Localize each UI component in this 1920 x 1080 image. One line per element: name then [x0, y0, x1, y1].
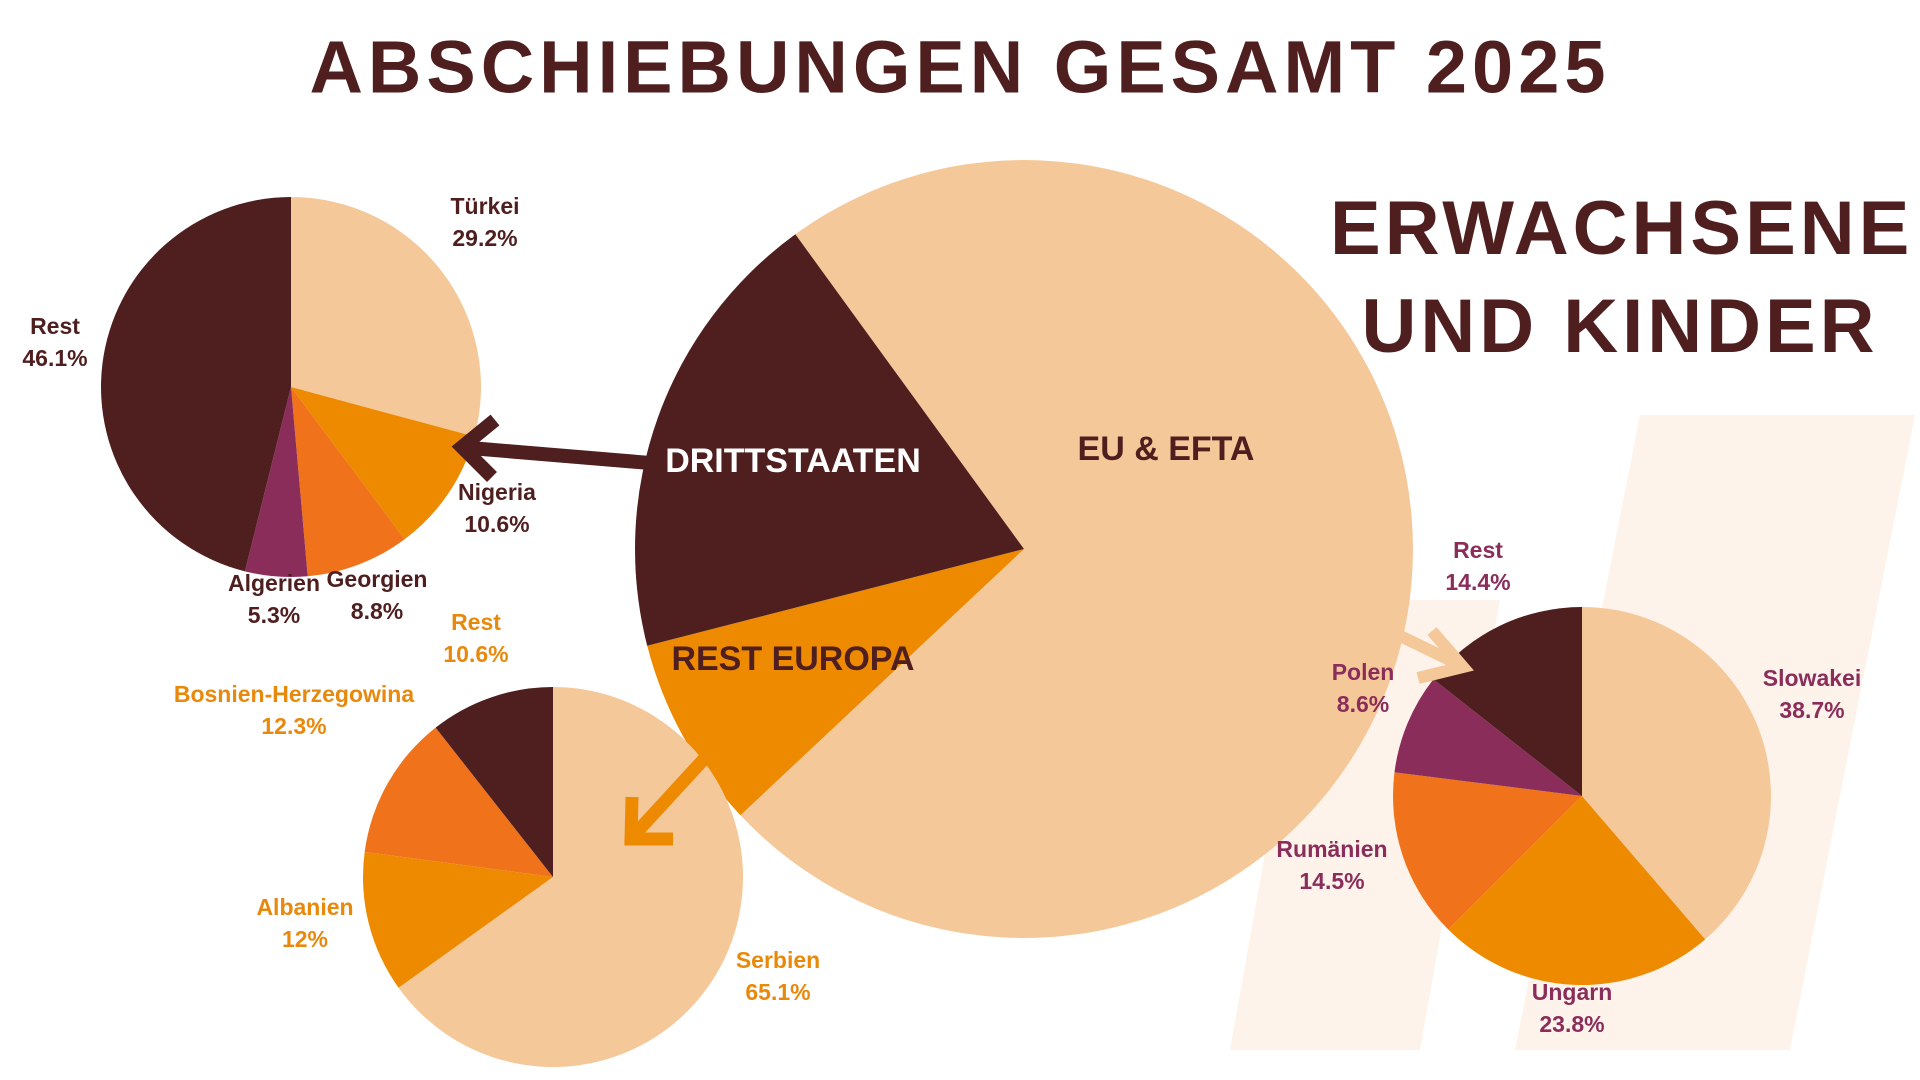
pie-slice: [398, 687, 744, 1068]
pie-slice: [1448, 796, 1706, 985]
slice-label: Serbien: [736, 947, 820, 973]
value-label: 5.3%: [248, 602, 300, 628]
value-label: 8.8%: [351, 598, 403, 624]
pie-slice: [1394, 679, 1582, 796]
value-label: 65.1%: [745, 979, 810, 1005]
slice-label: Slowakei: [1763, 665, 1861, 691]
pie-slice: [647, 549, 1024, 816]
slice-label: Rest: [451, 609, 501, 635]
pie-slice: [740, 160, 1413, 938]
pie-slice: [435, 687, 553, 877]
arrow-shaft: [469, 441, 651, 470]
pie-slice: [244, 387, 308, 577]
slice-label: Nigeria: [458, 479, 536, 505]
arrow-head: [624, 796, 673, 846]
arrow-head: [1416, 627, 1474, 684]
slice-label: REST EUROPA: [671, 640, 914, 678]
slice-label: Albanien: [256, 894, 353, 920]
value-label: 12%: [282, 926, 328, 952]
value-label: 14.5%: [1299, 868, 1364, 894]
arrows: [451, 414, 1474, 846]
pie-slice: [291, 387, 405, 577]
slice-label: Algerien: [228, 570, 320, 596]
pie-slice: [291, 387, 475, 540]
slice-label: Georgien: [327, 566, 428, 592]
slice-label: Ungarn: [1532, 979, 1613, 1005]
value-label: 14.4%: [1445, 569, 1510, 595]
pie-slice: [1582, 607, 1771, 940]
arrow-shaft: [1387, 625, 1461, 670]
pie-slice: [291, 197, 482, 437]
arrow-shaft: [631, 754, 709, 838]
value-label: 10.6%: [464, 511, 529, 537]
slice-label: Türkei: [450, 193, 519, 219]
value-label: 23.8%: [1539, 1011, 1604, 1037]
pies: EU & EFTA REST EUROPA DRITTSTAATEN Türkei 29…: [22, 160, 1861, 1068]
subtitle: ERWACHSENE UND KINDER: [1330, 186, 1914, 369]
pie-slice: [363, 852, 553, 988]
value-label: 12.3%: [261, 713, 326, 739]
slice-label: EU & EFTA: [1078, 430, 1255, 468]
slice-label: DRITTSTAATEN: [665, 442, 921, 480]
pie-slice: [1393, 772, 1582, 930]
pie-slice: [1433, 607, 1582, 796]
value-label: 8.6%: [1337, 691, 1389, 717]
value-label: 29.2%: [452, 225, 517, 251]
chart-title: ABSCHIEBUNGEN GESAMT 2025: [309, 26, 1610, 109]
value-label: 38.7%: [1779, 697, 1844, 723]
slice-label: Bosnien-Herzegowina: [174, 681, 414, 707]
slice-label: Rumänien: [1276, 836, 1387, 862]
slice-label: Polen: [1332, 659, 1395, 685]
pie-slice: [101, 197, 291, 572]
slice-label: Rest: [30, 313, 80, 339]
value-label: 10.6%: [443, 641, 508, 667]
slice-label: Rest: [1453, 537, 1503, 563]
pie-slice: [635, 234, 1024, 646]
pie-slice: [364, 727, 553, 877]
arrow-head: [451, 414, 500, 482]
value-label: 46.1%: [22, 345, 87, 371]
